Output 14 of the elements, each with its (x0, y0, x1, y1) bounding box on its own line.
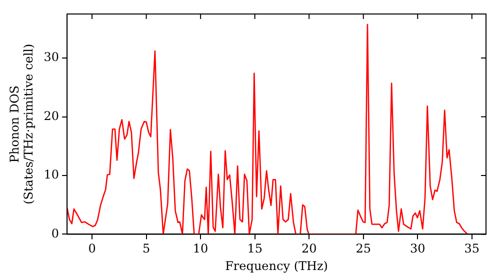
x-tick-label: 25 (356, 242, 371, 256)
x-tick-label: 15 (247, 242, 262, 256)
y-tick-label: 30 (44, 50, 60, 64)
y-tick-label: 20 (44, 108, 60, 123)
x-tick-label: 30 (410, 242, 426, 256)
y-tick-label: 10 (44, 168, 60, 182)
y-axis-title: Phonon DOS (States/THz·primitive cell) (7, 44, 36, 204)
x-tick-label: 10 (192, 242, 208, 256)
x-axis-title: Frequency (THz) (225, 258, 328, 273)
x-tick-label: 20 (301, 242, 317, 256)
x-tick-label: 0 (88, 242, 96, 256)
x-tick-label: 5 (142, 242, 150, 256)
x-tick-label: 35 (464, 242, 480, 256)
y-tick-label: 0 (51, 226, 60, 240)
